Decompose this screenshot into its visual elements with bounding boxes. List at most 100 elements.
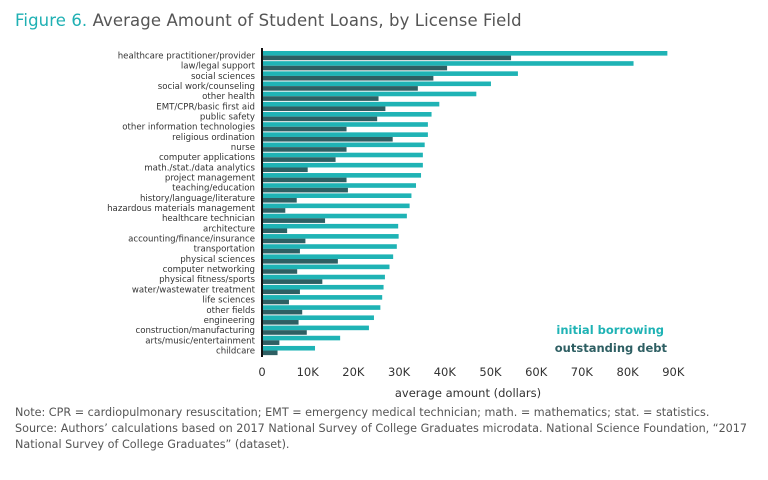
bar-initial-borrowing [262, 122, 428, 127]
bar-initial-borrowing [262, 81, 491, 87]
bar-initial-borrowing [262, 162, 423, 168]
bar-initial-borrowing [262, 254, 394, 259]
bar-outstanding-debt [262, 228, 288, 234]
bar-outstanding-debt [262, 259, 338, 264]
category-label: accounting/finance/insurance [128, 235, 255, 245]
bar-initial-borrowing [262, 274, 385, 280]
bar-initial-borrowing [262, 264, 390, 270]
category-label: computer applications [159, 153, 256, 163]
bar-outstanding-debt [262, 187, 348, 193]
category-label: engineering [204, 316, 255, 326]
bar-outstanding-debt [262, 106, 386, 112]
bar-outstanding-debt [262, 136, 393, 142]
bar-outstanding-debt [262, 289, 300, 295]
bar-outstanding-debt [262, 330, 307, 335]
legend-initial-borrowing: initial borrowing [556, 323, 664, 337]
bar-outstanding-debt [262, 320, 299, 325]
bar-outstanding-debt [262, 279, 323, 284]
bar-initial-borrowing [262, 315, 374, 321]
bars-group [262, 51, 668, 356]
bar-outstanding-debt [262, 350, 278, 356]
bar-initial-borrowing [262, 295, 383, 300]
category-label: transportation [194, 245, 255, 255]
bar-initial-borrowing [262, 213, 407, 219]
notes: Note: CPR = cardiopulmonary resuscitatio… [15, 405, 760, 453]
bar-outstanding-debt [262, 197, 297, 203]
category-label: nurse [231, 143, 255, 153]
bar-initial-borrowing [262, 152, 423, 158]
x-tick-label: 30K [388, 365, 411, 379]
bar-outstanding-debt [262, 65, 448, 71]
bar-outstanding-debt [262, 157, 336, 162]
x-axis-label: average amount (dollars) [395, 386, 541, 400]
category-label: project management [165, 174, 256, 184]
bar-outstanding-debt [262, 218, 326, 223]
x-tick-label: 50K [479, 365, 502, 379]
category-label: other fields [206, 306, 255, 316]
title-text: Average Amount of Student Loans, by Lice… [92, 11, 522, 30]
category-label: life sciences [202, 296, 255, 306]
figure-label: Figure 6. [15, 11, 88, 30]
category-label: healthcare practitioner/provider [118, 52, 256, 62]
x-tick-label: 80K [617, 365, 640, 379]
bar-initial-borrowing [262, 345, 316, 351]
bar-outstanding-debt [262, 177, 347, 183]
category-label: computer networking [163, 265, 255, 275]
bar-chart: healthcare practitioner/providerlaw/lega… [107, 48, 685, 400]
bar-outstanding-debt [262, 299, 289, 305]
bar-initial-borrowing [262, 325, 369, 331]
bar-outstanding-debt [262, 269, 298, 274]
x-tick-label: 70K [571, 365, 594, 379]
x-tick-label: 90K [662, 365, 685, 379]
bar-initial-borrowing [262, 173, 422, 178]
bar-outstanding-debt [262, 208, 286, 213]
category-label: physical fitness/sports [159, 275, 255, 285]
bar-outstanding-debt [262, 238, 306, 244]
bar-outstanding-debt [262, 96, 379, 101]
bar-outstanding-debt [262, 340, 280, 345]
x-tick-label: 0 [258, 365, 265, 379]
bar-initial-borrowing [262, 284, 384, 290]
category-label: hazardous materials management [107, 204, 256, 214]
x-tick-label: 60K [525, 365, 548, 379]
bar-initial-borrowing [262, 71, 518, 76]
category-label: history/language/literature [140, 194, 255, 204]
bar-outstanding-debt [262, 126, 347, 132]
category-label: other health [202, 92, 255, 102]
category-label: childcare [216, 346, 255, 356]
bar-initial-borrowing [262, 305, 381, 310]
bar-initial-borrowing [262, 91, 477, 97]
category-label: construction/manufacturing [135, 326, 255, 336]
bar-initial-borrowing [262, 223, 399, 229]
note-source: Source: Authors’ calculations based on 2… [15, 422, 748, 451]
category-label: public safety [200, 113, 255, 123]
x-tick-labels: 0 10K 20K 30K 40K 50K 60K 70K 80K 90K [258, 365, 685, 379]
bar-outstanding-debt [262, 248, 300, 254]
bar-initial-borrowing [262, 101, 440, 107]
bar-outstanding-debt [262, 167, 308, 173]
category-label: architecture [203, 224, 255, 234]
category-label: arts/music/entertainment [145, 336, 255, 346]
category-label: EMT/CPR/basic first aid [156, 102, 255, 112]
bar-initial-borrowing [262, 234, 399, 239]
bar-initial-borrowing [262, 132, 428, 137]
bar-outstanding-debt [262, 147, 347, 152]
bar-initial-borrowing [262, 335, 341, 341]
category-label: social sciences [191, 72, 256, 82]
bar-initial-borrowing [262, 183, 417, 188]
bar-outstanding-debt [262, 116, 378, 122]
x-tick-label: 20K [342, 365, 365, 379]
bar-outstanding-debt [262, 75, 434, 81]
bar-initial-borrowing [262, 203, 410, 209]
bar-initial-borrowing [262, 51, 668, 56]
legend-outstanding-debt: outstanding debt [555, 341, 668, 355]
bar-outstanding-debt [262, 55, 512, 61]
category-label: math./stat./data analytics [144, 163, 255, 173]
category-label: teaching/education [172, 184, 255, 194]
bar-outstanding-debt [262, 309, 303, 315]
note-abbreviations: Note: CPR = cardiopulmonary resuscitatio… [15, 406, 710, 419]
bar-initial-borrowing [262, 142, 425, 148]
category-labels: healthcare practitioner/providerlaw/lega… [107, 52, 256, 357]
category-label: water/wastewater treatment [132, 285, 256, 295]
figure-title: Figure 6. Average Amount of Student Loan… [15, 11, 522, 30]
